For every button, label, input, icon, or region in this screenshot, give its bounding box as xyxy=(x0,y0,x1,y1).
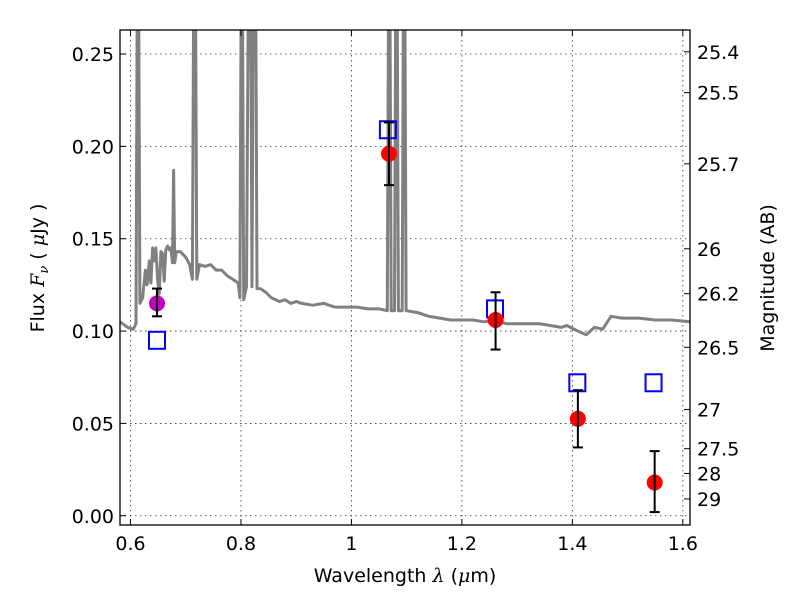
model-photometry-square xyxy=(644,373,663,393)
x-tick-label: 0.8 xyxy=(226,533,256,555)
y2-tick-label: 25.4 xyxy=(697,42,739,64)
y-tick-label: 0.00 xyxy=(72,506,114,528)
x-axis-label: Wavelength λ (μm) xyxy=(314,565,497,587)
y-tick-label: 0.05 xyxy=(72,413,114,435)
y2-tick-label: 26 xyxy=(697,239,721,261)
x-tick-label: 1.4 xyxy=(557,533,587,555)
y-tick-label: 0.25 xyxy=(72,44,114,66)
y2-tick-label: 29 xyxy=(697,489,721,511)
x-tick-label: 0.6 xyxy=(115,533,145,555)
model-photometry-square xyxy=(148,330,167,350)
y-tick-label: 0.20 xyxy=(72,136,114,158)
axis-ticks: 0.6 0.8 1 1.2 1.4 1.6 0.00 0.05 0.10 0.15 0.20 0.25… xyxy=(72,30,739,555)
y2-tick-label: 26.2 xyxy=(697,284,739,306)
model-photometry-square xyxy=(378,120,397,140)
y-tick-label: 0.15 xyxy=(72,229,114,251)
x-tick-label: 1.6 xyxy=(668,533,698,555)
y-tick-label: 0.10 xyxy=(72,321,114,343)
y2-tick-label: 27.5 xyxy=(697,439,739,461)
y2-tick-label: 25.7 xyxy=(697,154,739,176)
y-axis-label: Flux Fν ( μJy ) xyxy=(27,204,52,333)
y2-tick-label: 28 xyxy=(697,463,721,485)
y2-axis-label: Magnitude (AB) xyxy=(757,204,779,352)
x-tick-label: 1 xyxy=(345,533,357,555)
y2-tick-label: 25.5 xyxy=(697,83,739,105)
y2-tick-label: 27 xyxy=(697,399,721,421)
y2-tick-label: 26.5 xyxy=(697,337,739,359)
plot-frame xyxy=(119,29,691,526)
plot-area xyxy=(120,30,690,514)
x-tick-label: 1.2 xyxy=(447,533,477,555)
